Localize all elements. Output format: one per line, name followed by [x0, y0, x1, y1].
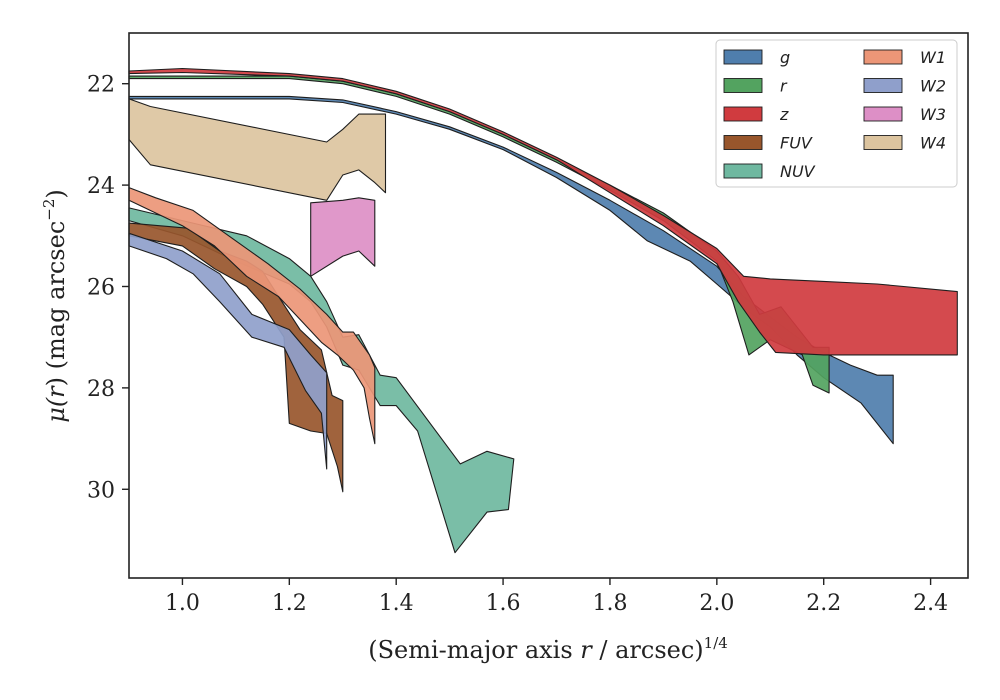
x-tick-label: 1.2 — [272, 591, 307, 616]
y-axis-label-tail: ) (mag arcsec — [42, 221, 70, 387]
series-band-w3 — [310, 197, 376, 277]
x-axis-label-main: (Semi-major axis — [368, 636, 580, 664]
x-ticks: 1.0 1.2 1.4 1.6 1.8 2.0 2.2 2.4 — [165, 578, 948, 616]
y-ticks: 22 24 26 28 30 — [87, 73, 129, 503]
legend-label-z: z — [779, 105, 789, 124]
legend-swatch-r — [723, 78, 763, 93]
y-axis-label-var: r — [42, 385, 70, 398]
legend-label-r: r — [780, 77, 788, 96]
legend: grz FUV NUV W1 W2 W3 W4 — [715, 39, 958, 188]
legend-swatch-w2 — [863, 78, 903, 93]
legend-label-g: g — [780, 48, 790, 67]
series-band-w4 — [128, 98, 387, 201]
legend-label-w4: W4 — [920, 134, 946, 153]
series-band-z — [128, 67, 958, 356]
y-axis-label: μ(r) (mag arcsec−2) — [40, 189, 70, 423]
x-axis-label-tail: / arcsec) — [592, 636, 704, 664]
x-tick-label: 2.2 — [806, 591, 841, 616]
legend-swatch-nuv — [723, 163, 763, 179]
x-axis-label-var: r — [580, 636, 593, 664]
x-tick-label: 2.0 — [699, 591, 734, 616]
series-band-g — [128, 95, 894, 445]
legend-swatch-g — [723, 49, 763, 65]
legend-swatch-w3 — [863, 106, 903, 122]
legend-label-fuv: FUV — [780, 134, 813, 153]
x-tick-label: 1.6 — [486, 591, 521, 616]
y-tick-label: 24 — [87, 174, 115, 199]
x-tick-label: 1.8 — [592, 591, 627, 616]
legend-swatch-w1 — [863, 49, 903, 65]
legend-label-w2: W2 — [920, 77, 946, 96]
y-tick-label: 28 — [87, 377, 115, 402]
series-band-w1 — [128, 187, 376, 445]
legend-box — [715, 39, 958, 188]
legend-label-w3: W3 — [920, 105, 946, 124]
legend-swatch-w4 — [863, 135, 903, 150]
y-axis-label-main: μ( — [42, 397, 70, 423]
legend-label-nuv: NUV — [780, 162, 816, 181]
x-axis-label-sup: 1/4 — [704, 634, 728, 652]
x-tick-label: 2.4 — [913, 591, 948, 616]
legend-swatch-z — [723, 106, 763, 122]
series-layer — [128, 67, 958, 554]
y-axis-label-sup: −2 — [40, 199, 58, 221]
y-tick-label: 26 — [87, 275, 115, 300]
y-tick-label: 30 — [87, 478, 115, 503]
x-axis-label: (Semi-major axis r / arcsec)1/4 — [368, 634, 728, 664]
plot-frame — [128, 32, 969, 579]
x-tick-label: 1.0 — [165, 591, 200, 616]
y-tick-label: 22 — [87, 73, 115, 98]
y-axis-label-end: ) — [42, 189, 70, 198]
legend-label-w1: W1 — [920, 48, 946, 67]
series-band-w2 — [128, 232, 328, 470]
x-tick-label: 1.4 — [379, 591, 414, 616]
legend-swatch-fuv — [723, 135, 763, 150]
